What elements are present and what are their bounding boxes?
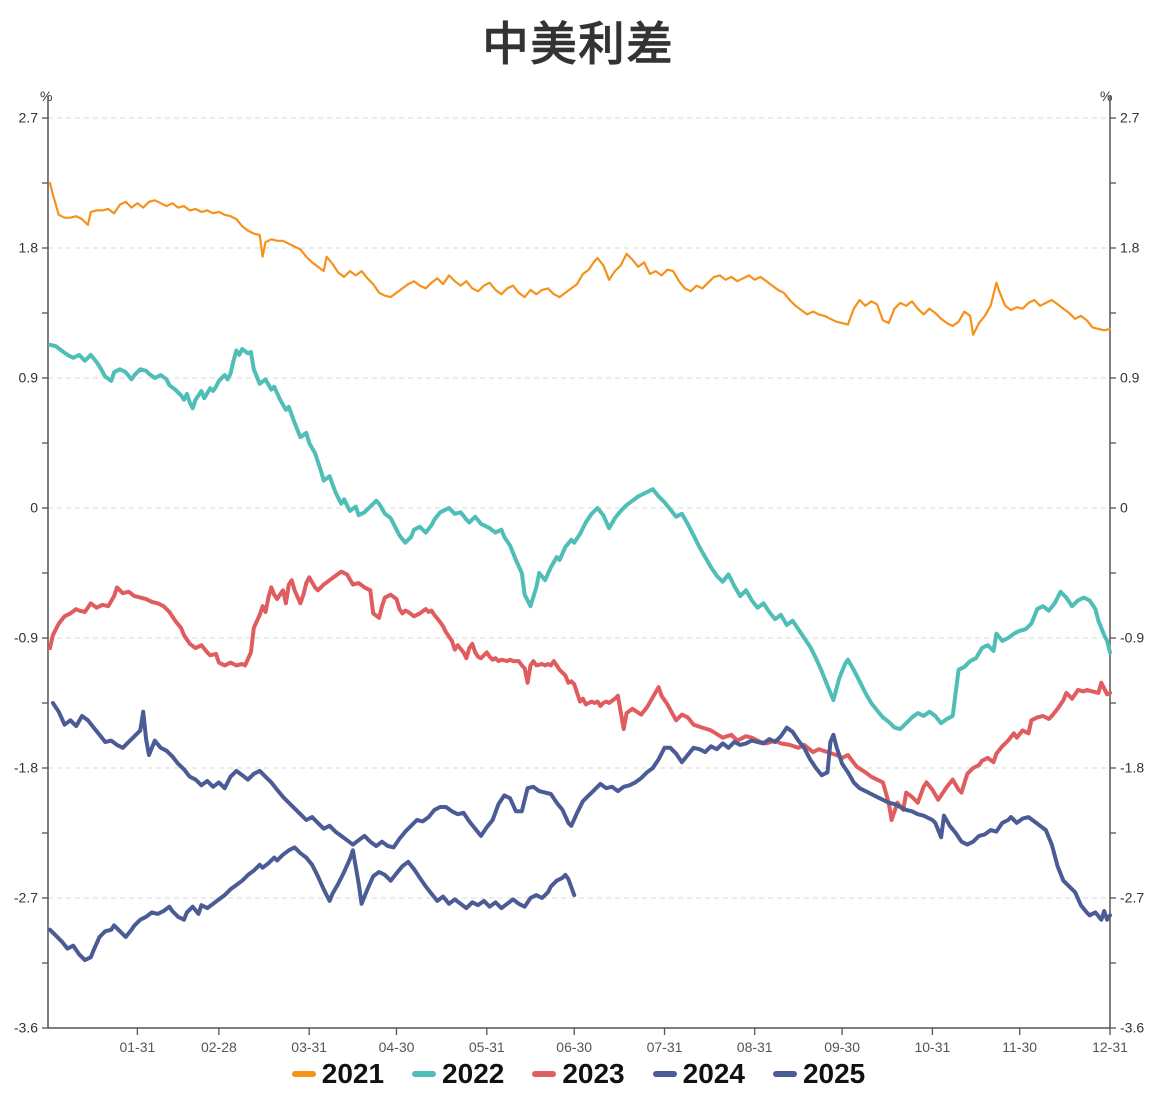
x-axis-label: 04-30: [379, 1039, 415, 1055]
y-axis-label-left: -2.7: [14, 890, 38, 906]
x-axis-label: 09-30: [824, 1039, 860, 1055]
y-axis-label-right: -2.7: [1120, 890, 1144, 906]
line-chart-plot: 2.7 2.7 1.8 1.8 0.9 0.9 0 0 -0.9 -0.9 -1.8 -1.8 -2.7…: [14, 96, 1144, 1055]
series-line-2021: [48, 181, 1112, 336]
x-axis-label: 03-31: [291, 1039, 327, 1055]
chart-title: 中美利差: [482, 18, 675, 70]
legend-label: 2021: [321, 1058, 385, 1089]
y-axis-label-right: -3.6: [1120, 1020, 1144, 1036]
x-axis-label: 06-30: [556, 1039, 592, 1055]
legend-item-2024[interactable]: 2024: [652, 1058, 745, 1089]
x-axis-label: 10-31: [914, 1039, 950, 1055]
legend-item-2023[interactable]: 2023: [532, 1058, 625, 1089]
legend-swatch-2024: [652, 1071, 677, 1077]
series-line-2023: [48, 569, 1112, 822]
y-axis-label-left: -0.9: [14, 630, 38, 646]
legend-label: 2023: [562, 1058, 625, 1089]
series-line-2022: [48, 342, 1112, 731]
x-axis-label: 12-31: [1092, 1039, 1128, 1055]
y-axis-label-left: 0.9: [19, 370, 39, 386]
x-axis-label: 01-31: [119, 1039, 155, 1055]
y-axis-label-left: 1.8: [19, 240, 39, 256]
y-axis-label-right: 0: [1120, 500, 1128, 516]
x-axis-label: 07-31: [647, 1039, 683, 1055]
legend-swatch-2022: [412, 1071, 437, 1077]
y-axis-label-left: 2.7: [19, 110, 39, 126]
legend-swatch-2025: [772, 1071, 797, 1077]
y-axis-label-right: -1.8: [1120, 760, 1144, 776]
y-axis-label-left: -3.6: [14, 1020, 38, 1036]
x-axis-label: 05-31: [469, 1039, 505, 1055]
legend-item-2022[interactable]: 2022: [412, 1060, 504, 1088]
x-axis-label: 11-30: [1002, 1039, 1037, 1055]
legend-swatch-2023: [532, 1071, 557, 1077]
legend-item-2021[interactable]: 2021: [291, 1058, 385, 1089]
legend-label: 2022: [442, 1058, 505, 1089]
y-axis-label-left: -1.8: [14, 760, 38, 776]
legend-label: 2025: [802, 1058, 866, 1089]
series-line-2025: [48, 845, 577, 963]
y-axis-label-right: 1.8: [1120, 240, 1140, 256]
legend: 2021 2022 2023 2024 2025: [0, 1060, 1157, 1088]
legend-item-2025[interactable]: 2025: [772, 1058, 866, 1089]
y-axis-label-right: 2.7: [1120, 110, 1140, 126]
series-line-2024: [50, 701, 1112, 922]
legend-swatch-2021: [291, 1071, 316, 1077]
y-axis-label-right: 0.9: [1120, 370, 1140, 386]
x-axis-label: 08-31: [737, 1039, 773, 1055]
y-axis-label-left: 0: [30, 500, 38, 516]
y-axis-label-right: -0.9: [1120, 630, 1144, 646]
legend-label: 2024: [682, 1058, 745, 1089]
x-axis-label: 02-28: [201, 1039, 237, 1055]
y-axis-unit-left: %: [40, 88, 53, 104]
